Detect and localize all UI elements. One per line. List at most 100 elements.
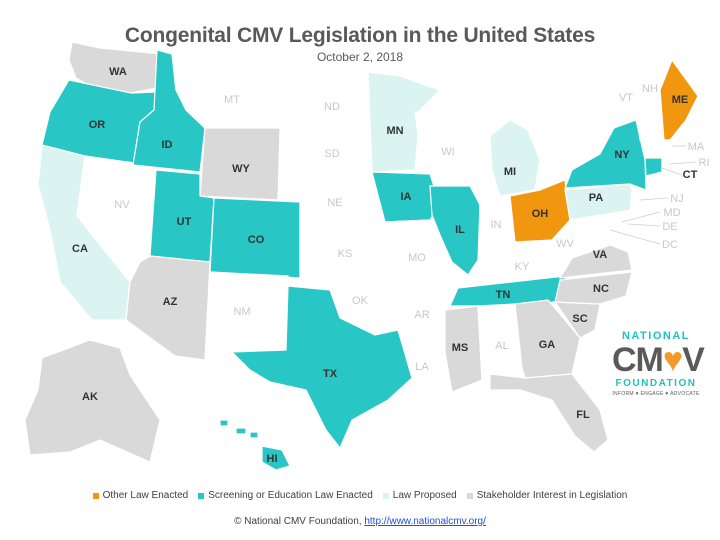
state-AL[interactable] [477, 303, 523, 382]
legend-item: Stakeholder Interest in Legislation [466, 490, 628, 501]
logo-v: V [682, 341, 705, 379]
label-KY: KY [515, 261, 530, 273]
label-HI: HI [267, 453, 278, 465]
label-KS: KS [338, 248, 353, 260]
label-DC: DC [662, 239, 678, 251]
label-NJ: NJ [670, 193, 683, 205]
label-NC: NC [593, 283, 609, 295]
logo-bottom-text: FOUNDATION [615, 378, 697, 389]
state-HI-island-3[interactable] [249, 431, 259, 439]
legend-label: Other Law Enacted [102, 490, 189, 501]
leader-RI [669, 161, 697, 165]
footer: © National CMV Foundation, http://www.na… [0, 516, 720, 527]
label-CO: CO [248, 234, 265, 246]
label-MO: MO [408, 252, 426, 264]
label-MI: MI [504, 166, 516, 178]
label-RI: RI [699, 157, 710, 169]
label-VA: VA [593, 249, 608, 261]
state-AR[interactable] [397, 299, 451, 353]
legend-label: Stakeholder Interest in Legislation [476, 490, 628, 501]
state-ND[interactable] [311, 71, 373, 121]
legend-label: Screening or Education Law Enacted [208, 490, 373, 501]
label-MN: MN [386, 125, 403, 137]
state-MD[interactable] [577, 211, 625, 237]
state-HI[interactable] [261, 445, 291, 471]
label-DE: DE [662, 221, 677, 233]
state-WI[interactable] [414, 109, 476, 176]
label-CA: CA [72, 243, 88, 255]
legend-item: Law Proposed [382, 490, 457, 501]
label-TX: TX [323, 368, 338, 380]
label-PA: PA [589, 192, 604, 204]
state-RI[interactable] [661, 157, 671, 173]
legend-swatch [466, 492, 473, 499]
state-HI-island-2[interactable] [235, 427, 247, 435]
label-NM: NM [233, 306, 250, 318]
state-NY[interactable] [564, 119, 647, 191]
state-AK[interactable] [24, 339, 161, 463]
label-UT: UT [177, 216, 192, 228]
map-title: Congenital CMV Legislation in the United… [124, 24, 596, 47]
logo-top-text: NATIONAL [621, 330, 690, 342]
legend: Other Law Enacted Screening or Education … [0, 490, 720, 502]
leader-CT [661, 167, 683, 176]
state-LA[interactable] [404, 351, 453, 399]
label-SC: SC [572, 313, 587, 325]
state-AZ[interactable] [125, 255, 211, 361]
national-cmv-foundation-logo: NATIONAL CM♥V FOUNDATION INFORM ♥ ENGAGE… [612, 330, 705, 397]
legend-label: Law Proposed [392, 490, 457, 501]
legend-swatch [92, 492, 99, 499]
label-AK: AK [82, 391, 98, 403]
footer-copyright: © National CMV Foundation, [234, 516, 365, 527]
label-MS: MS [452, 342, 469, 354]
label-ME: ME [672, 94, 689, 106]
label-IL: IL [455, 224, 465, 236]
logo-cm: CM [612, 341, 664, 379]
state-MT[interactable] [171, 53, 316, 129]
state-MA[interactable] [644, 139, 677, 157]
label-MD: MD [663, 207, 680, 219]
leader-DC [609, 229, 661, 245]
logo-cmv-text: CM♥V [612, 341, 705, 379]
label-ID: ID [162, 139, 173, 151]
state-MS[interactable] [444, 305, 483, 393]
state-MI[interactable] [489, 119, 541, 197]
label-CT: CT [683, 169, 698, 181]
legend-item: Screening or Education Law Enacted [198, 490, 373, 501]
label-GA: GA [539, 339, 556, 351]
label-WI: WI [441, 146, 454, 158]
leader-MD [621, 211, 661, 223]
label-NH: NH [642, 83, 658, 95]
state-NJ[interactable] [629, 187, 643, 220]
leader-NJ [639, 197, 669, 201]
footer-link[interactable]: http://www.nationalcmv.org/ [364, 516, 486, 527]
state-NC[interactable] [554, 271, 633, 305]
label-WV: WV [556, 238, 574, 250]
label-ND: ND [324, 101, 340, 113]
legend-swatch [198, 492, 205, 499]
legend-swatch [382, 492, 389, 499]
label-FL: FL [576, 409, 590, 421]
label-NY: NY [614, 149, 630, 161]
state-CT[interactable] [644, 157, 663, 177]
label-VT: VT [619, 92, 633, 104]
label-WY: WY [232, 163, 250, 175]
state-WV[interactable] [551, 219, 583, 272]
label-OK: OK [352, 295, 369, 307]
state-HI-island-4[interactable] [219, 419, 229, 427]
state-FL[interactable] [489, 373, 609, 453]
label-MA: MA [688, 141, 705, 153]
leader-DE [627, 223, 661, 227]
logo-tagline: INFORM ♥ ENGAGE ♥ ADVOCATE [612, 391, 700, 397]
label-NV: NV [114, 199, 130, 211]
label-WA: WA [109, 66, 127, 78]
label-OH: OH [532, 208, 549, 220]
state-TX[interactable] [230, 285, 413, 450]
label-AL: AL [495, 340, 508, 352]
label-NE: NE [327, 197, 342, 209]
state-SD[interactable] [309, 119, 373, 171]
map-date: October 2, 2018 [316, 50, 404, 64]
heart-icon: ♥ [662, 341, 683, 379]
label-SD: SD [324, 148, 339, 160]
